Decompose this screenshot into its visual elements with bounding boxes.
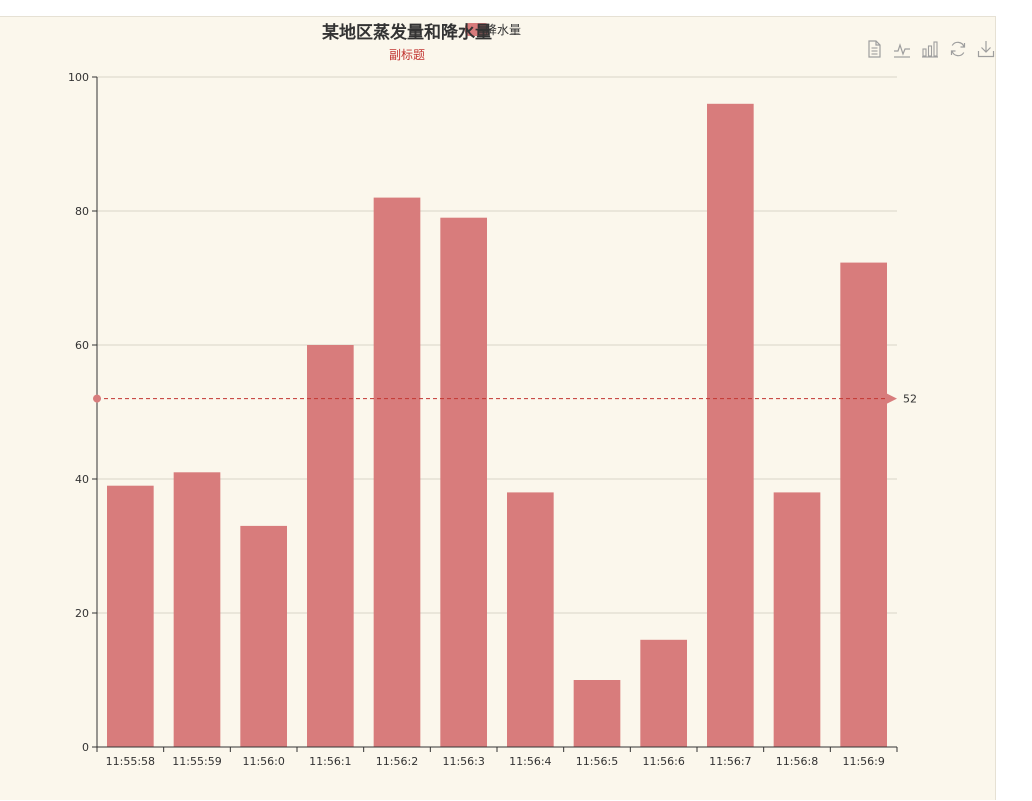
x-tick-label: 11:55:59 [172,755,221,768]
x-tick-label: 11:56:6 [642,755,684,768]
data-view-button[interactable] [864,39,884,59]
mark-line-arrow [887,393,897,404]
x-tick-label: 11:56:8 [776,755,818,768]
bar[interactable] [440,217,487,747]
bar-chart: 0 20 40 60 80 100 11:55:58 11:55:59 11:56:0 11:56… [68,22,917,768]
document-icon [868,40,881,58]
refresh-icon [950,41,966,57]
x-tick-label: 11:56:5 [576,755,618,768]
line-switch-button[interactable] [892,39,912,59]
bar[interactable] [840,262,887,747]
y-tick-label: 40 [75,473,89,486]
y-tick-label: 20 [75,607,89,620]
x-tick-label: 11:56:3 [442,755,484,768]
line-chart-icon [894,43,910,58]
restore-button[interactable] [948,39,968,59]
x-tick-label: 11:56:4 [509,755,551,768]
x-tick-label: 11:55:58 [106,755,155,768]
legend-label[interactable]: 降水量 [485,23,521,37]
bar[interactable] [373,197,421,748]
y-tick-label: 0 [82,741,89,754]
grid-lines [97,76,897,614]
chart-panel: 0 20 40 60 80 100 11:55:58 11:55:59 11:56:0 11:56… [0,16,996,800]
bar[interactable] [107,485,154,747]
legend-swatch[interactable] [465,23,489,36]
x-tick-label: 11:56:9 [842,755,884,768]
mark-line-start-dot [93,394,101,403]
bar[interactable] [573,680,621,747]
mark-line: 52 [93,393,917,406]
toolbox [864,39,996,59]
chart-title: 某地区蒸发量和降水量 [322,22,492,43]
bar[interactable] [640,639,687,747]
chart-subtitle: 副标题 [389,48,425,62]
y-tick-label: 60 [75,339,89,352]
bar[interactable] [507,492,554,747]
x-tick-label: 11:56:1 [309,755,351,768]
mark-line-label: 52 [903,393,917,406]
axes: 0 20 40 60 80 100 11:55:58 11:55:59 11:56:0 11:56… [68,71,898,768]
x-tick-label: 11:56:7 [709,755,751,768]
bar[interactable] [173,472,221,747]
bar-chart-icon [922,41,938,58]
save-image-button[interactable] [976,39,996,59]
bar[interactable] [773,492,821,747]
bar[interactable] [707,103,754,748]
legend[interactable]: 降水量 [465,23,521,37]
x-tick-label: 11:56:2 [376,755,418,768]
bar[interactable] [307,345,354,747]
x-tick-label: 11:56:0 [242,755,284,768]
y-tick-label: 80 [75,205,89,218]
bar[interactable] [240,525,287,747]
y-tick-label: 100 [68,71,89,84]
bar-switch-button[interactable] [920,39,940,59]
bars [107,103,887,748]
download-icon [977,41,995,58]
